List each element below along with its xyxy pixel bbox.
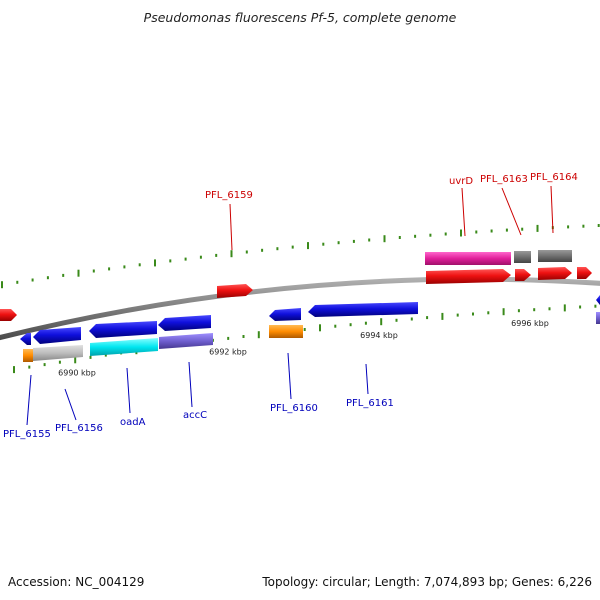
gene-arrow-PFL_6156[interactable] [33,327,81,344]
accession-text: Accession: NC_004129 [8,575,145,589]
gene-label-accC: accC [183,410,207,421]
gene-arrow-right-edge-reverse[interactable] [596,295,600,305]
gene-feature-uvrD[interactable] [425,252,511,265]
gene-label-PFL_6164: PFL_6164 [530,172,578,183]
gene-arrow-PFL_6159[interactable] [217,284,253,298]
forward-leader-lines [229,185,554,251]
gene-arrow-right-edge[interactable] [577,267,592,279]
reverse-leader-lines [26,352,369,426]
gene-feature-PFL_6163[interactable] [514,251,531,263]
gene-arrow-accC[interactable] [158,315,211,331]
gene-label-PFL_6159: PFL_6159 [205,190,253,201]
gene-feature-PFL_6160[interactable] [269,325,303,338]
page-title: Pseudomonas fluorescens Pf-5, complete g… [143,10,457,25]
gene-feature-oadA[interactable] [90,338,158,356]
gene-arrow-PFL_6155[interactable] [20,333,31,345]
topology-text: Topology: circular; Length: 7,074,893 bp… [262,575,592,589]
gene-arrow-uvrD[interactable] [426,269,511,284]
gene-label-oadA: oadA [120,417,146,428]
gene-label-uvrD: uvrD [449,176,473,187]
gene-label-PFL_6161: PFL_6161 [346,398,394,409]
gene-label-PFL_6156: PFL_6156 [55,423,103,434]
gene-feature-right-edge[interactable] [596,312,600,324]
gene-arrow-oadA[interactable] [89,321,157,338]
tick-label-6990: 6990 kbp [58,369,96,378]
tick-label-6992: 6992 kbp [209,347,247,356]
gene-arrow-PFL_6164[interactable] [538,267,572,280]
tick-label-6994: 6994 kbp [360,331,398,340]
gene-feature-PFL_6155[interactable] [23,349,33,362]
gene-label-PFL_6160: PFL_6160 [270,403,318,414]
gene-arrow-PFL_6160[interactable] [269,308,301,321]
gene-label-PFL_6163: PFL_6163 [480,174,528,185]
tick-label-6996: 6996 kbp [511,319,549,328]
gene-arrow-PFL_6161[interactable] [308,302,418,317]
gene-arrow-left-edge[interactable] [0,309,17,321]
gene-feature-accC[interactable] [159,333,213,349]
gene-arrow-PFL_6163[interactable] [515,269,531,281]
gene-label-PFL_6155: PFL_6155 [3,429,51,440]
gene-feature-PFL_6156[interactable] [33,345,83,361]
gene-feature-PFL_6164[interactable] [538,250,572,262]
